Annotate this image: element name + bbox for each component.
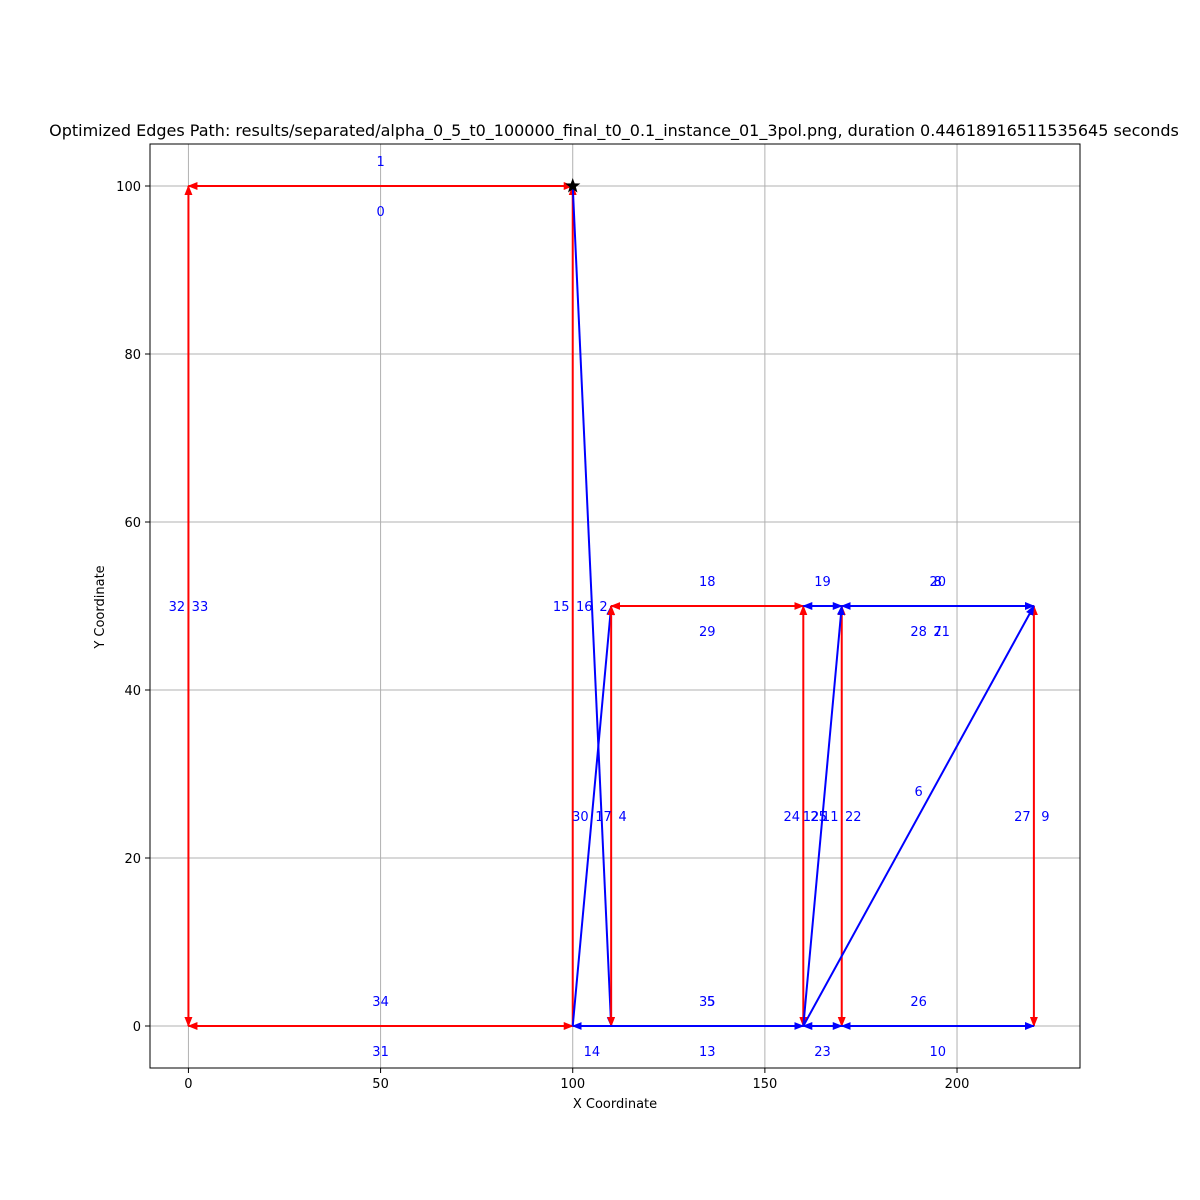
edge-index-label: 0	[376, 205, 384, 220]
plot-frame	[149, 143, 1081, 1069]
edge-index-label: 11	[822, 810, 839, 825]
edge-index-label: 12	[803, 810, 820, 825]
edge-index-label: 32	[169, 600, 186, 615]
y-tick-label: 60	[124, 516, 141, 531]
edge-line	[802, 605, 1035, 1027]
edge-index-label: 25	[810, 810, 827, 825]
y-tick-label: 0	[133, 1020, 141, 1035]
edge-index-label: 24	[784, 810, 801, 825]
x-tick-label: 200	[945, 1077, 970, 1092]
y-tick-label: 20	[124, 852, 141, 867]
edge-index-label: 9	[1041, 810, 1049, 825]
start-marker	[565, 178, 581, 193]
edge-index-label: 4	[619, 810, 627, 825]
edge-index-label: 21	[933, 625, 950, 640]
x-tick-label: 150	[752, 1077, 777, 1092]
x-tick-label: 50	[372, 1077, 389, 1092]
edge-index-label: 27	[1014, 810, 1031, 825]
edge-index-label: 7	[934, 625, 942, 640]
edge-index-label: 34	[372, 995, 389, 1010]
edge-index-label: 13	[699, 1045, 716, 1060]
edge-index-label: 5	[707, 995, 715, 1010]
edge-index-label: 18	[699, 575, 716, 590]
x-axis-label: X Coordinate	[573, 1097, 657, 1112]
edge-line	[571, 185, 615, 1027]
y-axis-label: Y Coordinate	[93, 565, 108, 649]
edge-line	[802, 605, 845, 1027]
y-tick-label: 100	[116, 180, 141, 195]
edge-index-label: 15	[553, 600, 570, 615]
edge-index-label: 6	[914, 785, 922, 800]
edge-index-label: 35	[699, 995, 716, 1010]
y-tick-label: 80	[124, 348, 141, 363]
edge-index-label: 20	[930, 575, 947, 590]
edge-index-label: 28	[910, 625, 927, 640]
edge-index-label: 14	[584, 1045, 601, 1060]
path-edges	[184, 182, 1038, 1030]
edge-index-label: 29	[699, 625, 716, 640]
x-tick-label: 100	[560, 1077, 585, 1092]
edge-index-label: 33	[192, 600, 209, 615]
edge-index-label: 1	[376, 155, 384, 170]
edge-index-label: 23	[814, 1045, 831, 1060]
edge-index-label: 19	[814, 575, 831, 590]
edge-line	[571, 605, 615, 1027]
edge-index-label: 8	[934, 575, 942, 590]
edge-index-label: 17	[595, 810, 612, 825]
x-tick-label: 0	[184, 1077, 192, 1092]
edge-index-label: 2	[599, 600, 607, 615]
edge-index-label: 16	[576, 600, 593, 615]
edge-index-label: 10	[930, 1045, 947, 1060]
edge-index-label: 31	[372, 1045, 389, 1060]
edge-index-label: 26	[910, 995, 927, 1010]
y-tick-label: 40	[124, 684, 141, 699]
edge-index-label: 22	[845, 810, 862, 825]
edge-index-label: 30	[572, 810, 589, 825]
chart-title: Optimized Edges Path: results/separated/…	[49, 121, 1179, 141]
start-star-icon	[565, 178, 581, 193]
